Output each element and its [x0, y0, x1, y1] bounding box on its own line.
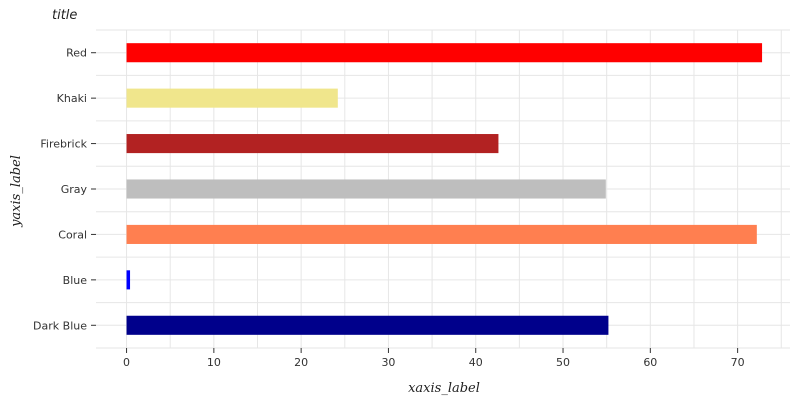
bar-blue: [126, 270, 131, 290]
bar-firebrick: [126, 134, 499, 154]
bar-dark-blue: [126, 315, 609, 335]
bars: [126, 43, 763, 335]
y-tick-label: Khaki: [57, 92, 87, 105]
y-axis-ticks: Dark Blue Blue Coral Gray Firebrick Khaki Red: [33, 47, 96, 332]
x-axis-label: xaxis_label: [408, 381, 480, 396]
x-tick-label: 0: [123, 356, 130, 369]
x-tick-label: 50: [556, 356, 570, 369]
y-axis-label: yaxis_label: [9, 155, 24, 228]
bar-gray: [126, 179, 606, 199]
x-tick-label: 70: [731, 356, 745, 369]
x-tick-label: 60: [643, 356, 657, 369]
x-tick-label: 40: [469, 356, 483, 369]
x-tick-label: 20: [294, 356, 308, 369]
y-tick-label: Gray: [61, 183, 88, 196]
x-tick-label: 30: [381, 356, 395, 369]
y-tick-label: Dark Blue: [33, 319, 87, 332]
bar-red: [126, 43, 763, 63]
x-tick-label: 10: [207, 356, 221, 369]
y-tick-label: Red: [66, 47, 87, 60]
y-tick-label: Blue: [63, 274, 88, 287]
chart-title: title: [52, 8, 77, 23]
bar-khaki: [126, 88, 338, 108]
x-axis-ticks: 0 10 20 30 40 50 60 70: [123, 348, 745, 369]
bar-coral: [126, 224, 757, 244]
y-tick-label: Firebrick: [40, 138, 87, 151]
y-tick-label: Coral: [58, 228, 87, 241]
